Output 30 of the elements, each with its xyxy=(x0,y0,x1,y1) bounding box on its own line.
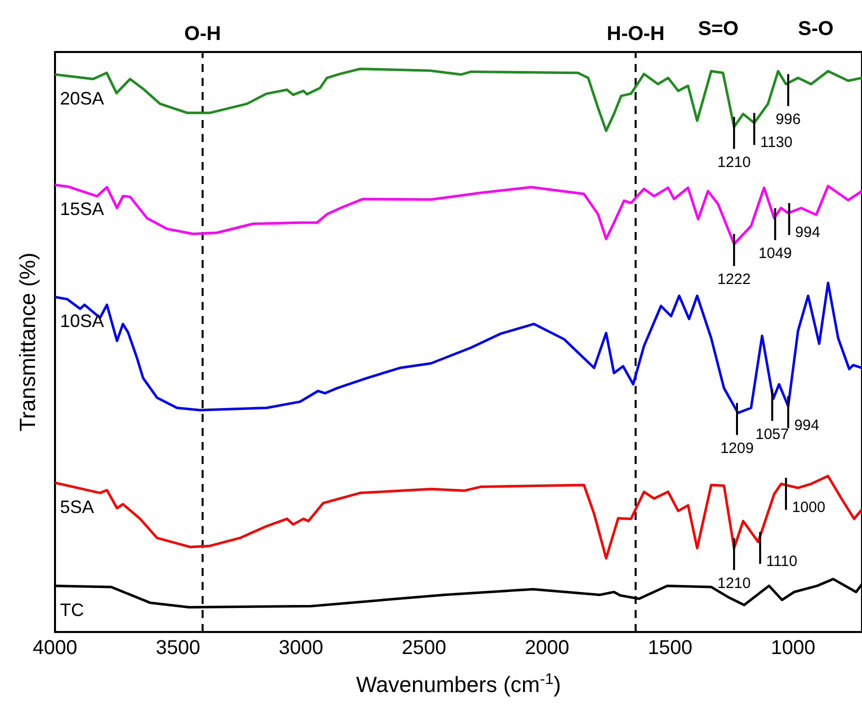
x-tick-label: 1000 xyxy=(770,637,816,660)
ref-line-label: H-O-H xyxy=(606,23,665,45)
annotation: 1210 xyxy=(717,575,751,592)
annotation: 1049 xyxy=(758,245,792,262)
annotation: 996 xyxy=(776,111,801,128)
annotation: 1210 xyxy=(717,154,751,171)
annotation: 1209 xyxy=(720,440,754,457)
x-axis-title: Wavenumbers (cm$^{-1}$) xyxy=(356,670,561,697)
ref-line-label: O-H xyxy=(184,23,221,45)
annotation: 1130 xyxy=(760,134,792,151)
text: S-O xyxy=(798,18,834,41)
series-label: 5SA xyxy=(60,496,94,517)
annotation: 1222 xyxy=(717,271,751,288)
y-axis-title: Transmittance (%) xyxy=(15,252,41,432)
series-label: 10SA xyxy=(60,310,104,331)
annotation: 994 xyxy=(794,417,820,434)
x-tick-label: 1500 xyxy=(648,637,692,660)
x-tick-label: 2000 xyxy=(524,637,570,660)
series-label: 15SA xyxy=(60,198,104,219)
text: S=O xyxy=(698,18,739,41)
annotation: 994 xyxy=(795,224,820,242)
annotation: 1057 xyxy=(756,426,789,443)
series-label: 20SA xyxy=(60,88,104,109)
x-tick-label: 3000 xyxy=(278,637,324,660)
annotation: 1000 xyxy=(792,498,826,516)
annotation: 1110 xyxy=(766,552,798,570)
x-tick-label: 2500 xyxy=(402,637,446,660)
x-tick-label: 3500 xyxy=(156,637,200,660)
x-tick-label: 4000 xyxy=(32,637,78,660)
series-label: TC xyxy=(60,600,84,620)
